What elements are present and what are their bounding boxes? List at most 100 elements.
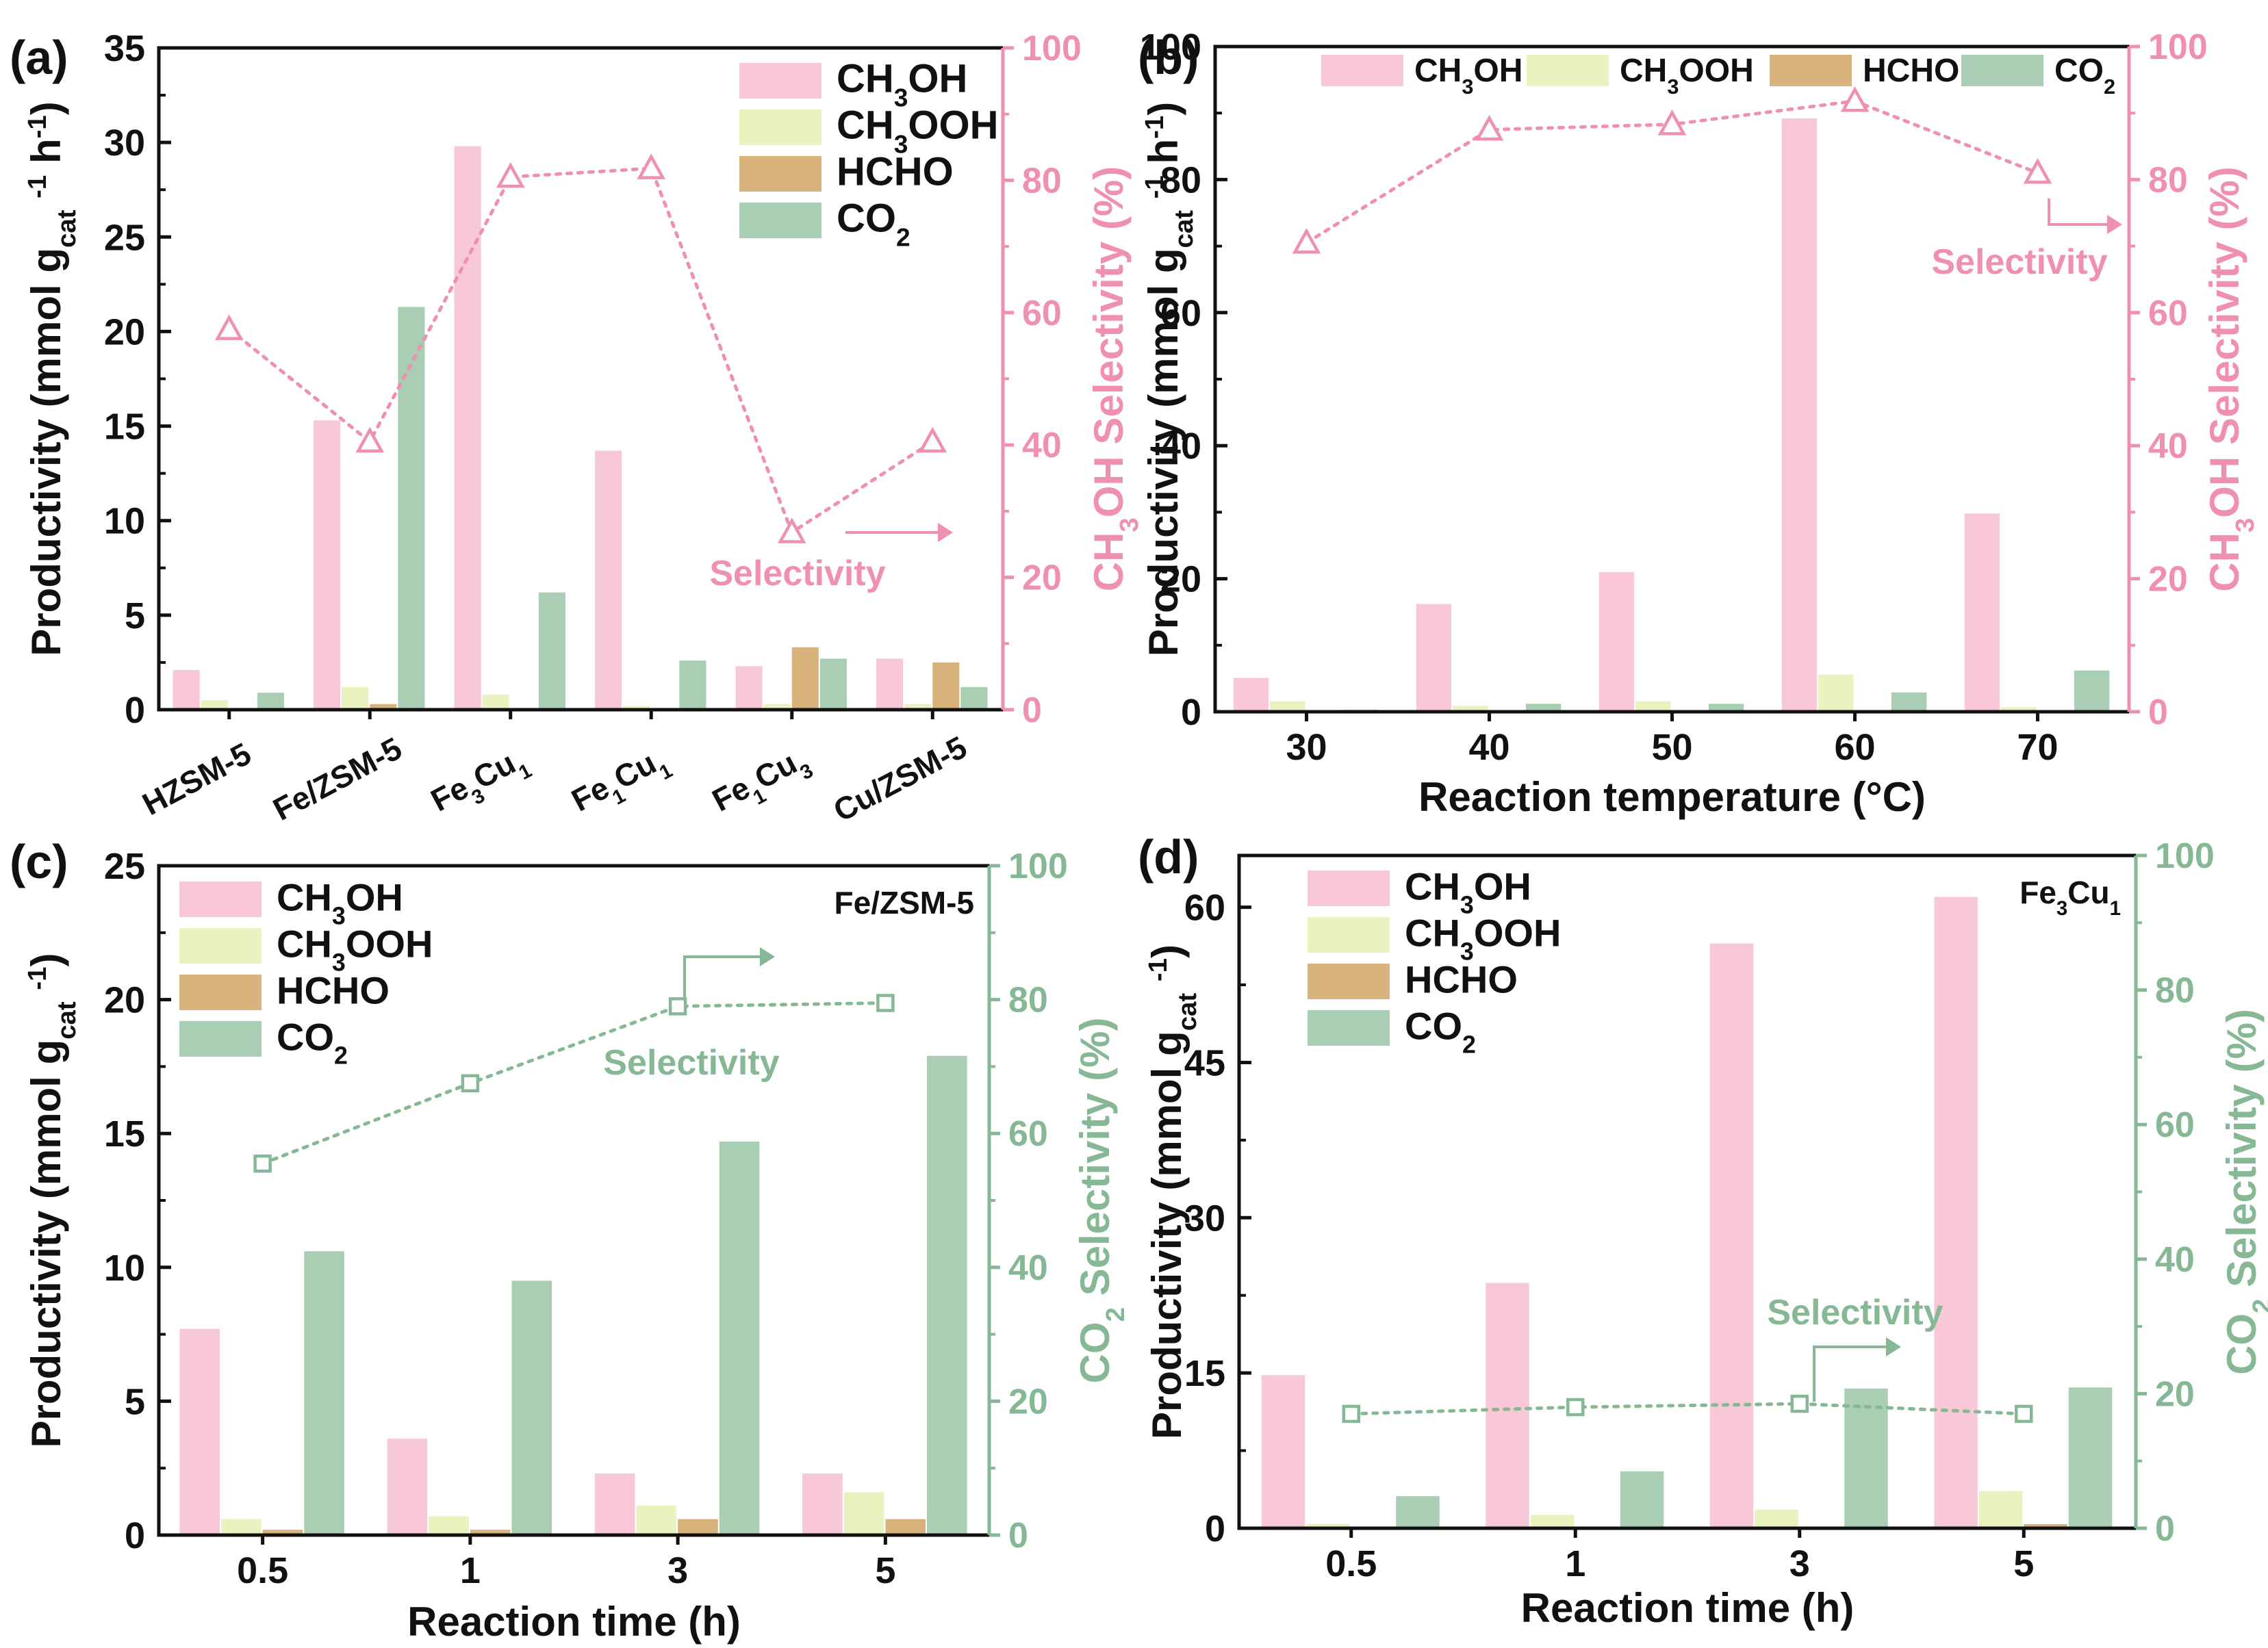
y2-tick-label: 40 (1008, 1248, 1048, 1288)
legend-swatch-co2 (179, 1021, 262, 1057)
selectivity-point-4 (2023, 158, 2052, 184)
legend-swatch-co2 (1961, 55, 2043, 86)
selectivity-point-2 (1657, 110, 1687, 136)
y-axis-title: Productivity (mmol gcat -1) (1143, 944, 1202, 1439)
y-tick-label: 10 (104, 501, 145, 542)
bar-ch3ooh-1 (1530, 1515, 1575, 1528)
bar-ch3oh-1 (1486, 1283, 1529, 1528)
selectivity-point-0 (253, 1154, 272, 1173)
legend-swatch-ch3oh (739, 63, 821, 99)
bar-ch3oh-3 (1781, 118, 1818, 712)
bar-co2-5 (960, 686, 988, 710)
y2-axis-title: CO2 Selectivity (%) (2219, 1009, 2268, 1375)
bar-co2-0 (304, 1251, 344, 1535)
legend-swatch-co2 (1308, 1010, 1390, 1046)
bar-ch3ooh-1 (429, 1516, 469, 1535)
x-tick-label: Cu/ZSM-5 (828, 729, 973, 828)
legend-label-co2: CO2 (837, 196, 910, 252)
y2-tick-label: 20 (2155, 1374, 2195, 1414)
bar-co2-2 (719, 1141, 760, 1535)
bar-co2-2 (1844, 1388, 1888, 1528)
x-tick-label: 1 (460, 1550, 481, 1591)
bar-ch3oh-0 (1233, 678, 1269, 712)
bar-ch3oh-0 (173, 669, 200, 710)
bar-ch3oh-0 (1261, 1375, 1305, 1528)
legend-swatch-hcho (179, 975, 262, 1010)
bar-ch3ooh-2 (1635, 701, 1671, 712)
bar-ch3ooh-4 (2001, 707, 2037, 712)
selectivity-annotation: Selectivity (1931, 242, 2107, 282)
y2-axis-title: CH3OH Selectivity (%) (2202, 166, 2260, 592)
y-tick-label: 0 (125, 1515, 145, 1556)
y2-tick-label: 60 (2155, 1105, 2195, 1145)
x-tick-label: 3 (667, 1550, 688, 1591)
selectivity-arrow-head (938, 523, 953, 542)
bar-hcho-0 (262, 1530, 303, 1535)
selectivity-point-0 (1342, 1404, 1360, 1424)
chart-panel-c: 0 5 10 15 20 25 0 20 40 60 80 100 0.5 1 3 5 Productivity… (10, 835, 1130, 1645)
bar-ch3oh-5 (876, 658, 904, 710)
y2-tick-label: 100 (1008, 847, 1068, 886)
selectivity-arrow (683, 955, 760, 1001)
y2-tick-label: 40 (2155, 1240, 2195, 1280)
bar-ch3ooh-2 (482, 694, 509, 710)
bar-hcho-3 (885, 1519, 926, 1535)
legend-label-co2: CO2 (2054, 53, 2115, 99)
y-tick-label: 20 (104, 980, 145, 1021)
x-tick-label: Fe1Cu3 (706, 739, 817, 826)
x-tick-label: 0.5 (1325, 1543, 1377, 1584)
y-tick-label: 20 (104, 311, 145, 352)
y2-tick-label: 100 (2155, 836, 2215, 876)
legend-swatch-ch3ooh (1308, 917, 1390, 953)
bar-ch3ooh-2 (1755, 1509, 1798, 1528)
bar-hcho-1 (470, 1530, 511, 1535)
bar-ch3oh-1 (387, 1439, 428, 1535)
legend-swatch-ch3oh (1321, 55, 1403, 86)
legend-label-hcho: HCHO (1405, 958, 1518, 1001)
plot-frame (1237, 853, 2138, 1530)
legend-swatch-hcho (1308, 964, 1390, 999)
x-tick-label: 60 (1834, 727, 1875, 768)
bar-ch3ooh-3 (1818, 674, 1854, 712)
bar-co2-1 (1620, 1471, 1664, 1528)
panel-label: (a) (10, 31, 68, 84)
selectivity-arrow-head (2107, 215, 2122, 234)
legend-label-ch3oh: CH3OH (837, 57, 967, 112)
legend-label-hcho: HCHO (1863, 53, 1959, 89)
selectivity-line (227, 166, 934, 535)
panel-label: (c) (10, 835, 68, 888)
legend-swatch-ch3oh (179, 881, 262, 917)
selectivity-annotation: Selectivity (709, 554, 885, 593)
y-tick-label: 35 (104, 28, 145, 69)
y-tick-label: 25 (104, 846, 145, 887)
selectivity-arrow (1813, 1346, 1886, 1402)
selectivity-arrow-head (760, 947, 775, 966)
y-tick-label: 20 (1160, 559, 1201, 600)
y2-tick-label: 60 (1008, 1114, 1048, 1154)
panel-label: (d) (1138, 830, 1199, 884)
selectivity-point-2 (668, 997, 687, 1016)
y2-tick-label: 80 (1008, 981, 1048, 1020)
y-tick-label: 25 (104, 217, 145, 258)
bar-hcho-3 (2024, 1523, 2067, 1528)
bar-ch3ooh-0 (1270, 701, 1305, 712)
chart-panel-b: 0 20 40 60 80 100 0 20 40 60 80 100 30 40 50 60 70 Produc… (1138, 27, 2260, 820)
bar-ch3ooh-0 (201, 700, 228, 710)
x-axis-title: Reaction time (h) (1521, 1585, 1855, 1631)
x-tick-label: 5 (2013, 1543, 2034, 1584)
bar-ch3oh-4 (735, 666, 763, 710)
bar-ch3oh-2 (594, 1473, 635, 1535)
legend-swatch-ch3ooh (1527, 55, 1609, 86)
y-tick-label: 15 (1184, 1353, 1225, 1394)
x-axis-title: Reaction temperature (°C) (1418, 774, 1926, 820)
bar-ch3oh-2 (1709, 943, 1754, 1528)
bar-co2-2 (1708, 704, 1744, 712)
x-tick-label: 30 (1286, 727, 1327, 768)
bar-co2-3 (679, 660, 706, 710)
y2-tick-label: 60 (2148, 294, 2188, 333)
legend-label-ch3ooh: CH3OOH (1620, 53, 1754, 99)
bar-ch3oh-1 (1416, 604, 1452, 712)
y-tick-label: 0 (1205, 1508, 1225, 1549)
selectivity-annotation: Selectivity (603, 1043, 779, 1083)
y2-tick-label: 20 (2148, 560, 2188, 600)
